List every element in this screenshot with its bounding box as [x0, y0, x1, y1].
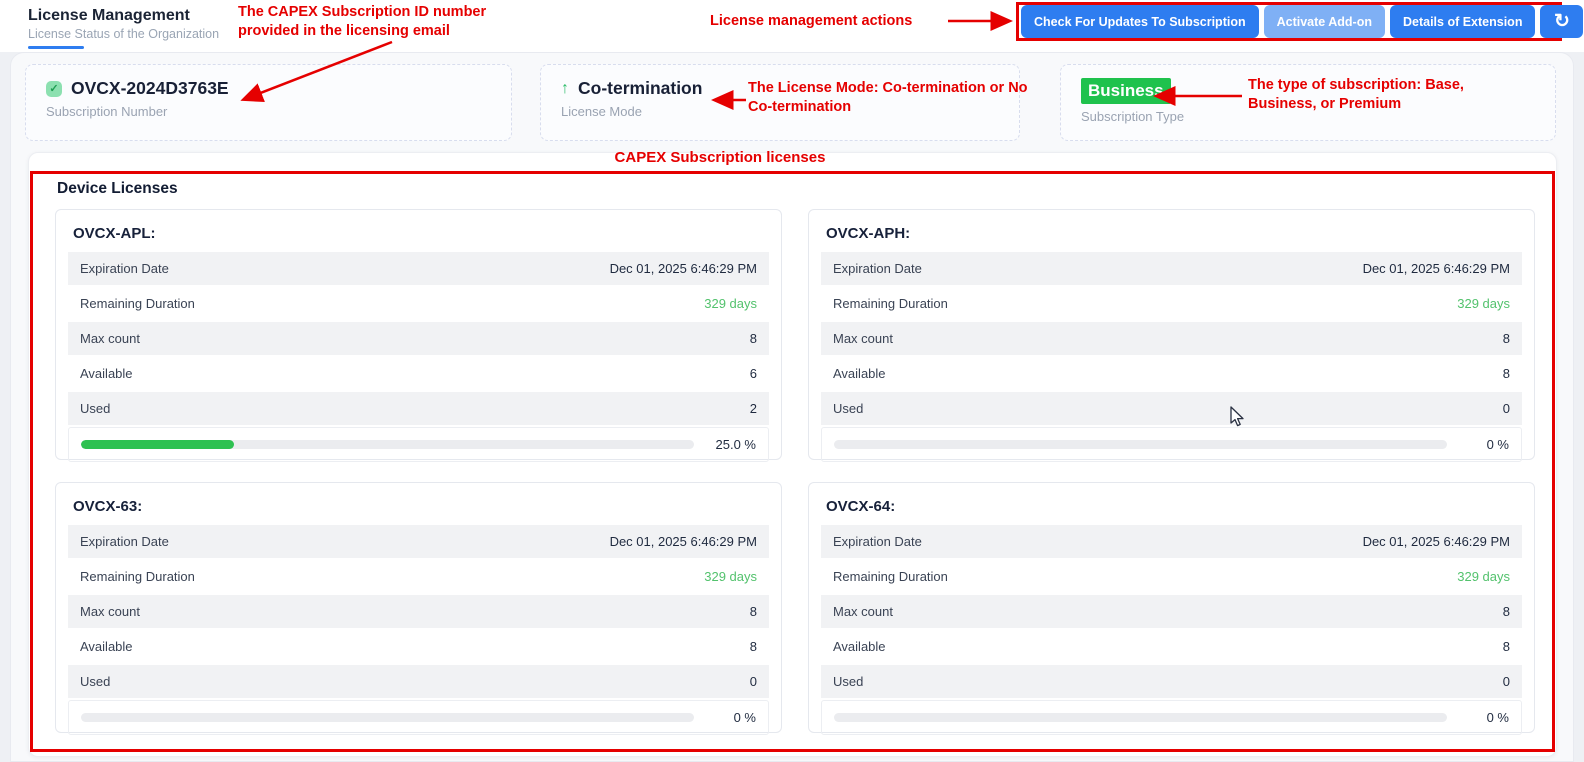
license-check-icon: ✓	[46, 80, 62, 97]
available-row: Available 8	[80, 639, 757, 654]
subscription-number-card: ✓ OVCX-2024D3763E Subscription Number	[25, 64, 512, 141]
expiration-row: Expiration Date Dec 01, 2025 6:46:29 PM	[821, 252, 1522, 285]
max-count-row: Max count 8	[821, 595, 1522, 628]
subscription-number-label: Subscription Number	[46, 104, 168, 119]
annotation-license-mode: The License Mode: Co-termination or No C…	[748, 80, 1028, 115]
remaining-row: Remaining Duration 329 days	[80, 569, 757, 584]
usage-progress-row: 0 %	[68, 700, 769, 735]
remaining-row: Remaining Duration 329 days	[80, 296, 757, 311]
max-count-row: Max count 8	[68, 595, 769, 628]
used-row: Used 2	[68, 392, 769, 425]
expiration-row: Expiration Date Dec 01, 2025 6:46:29 PM	[821, 525, 1522, 558]
usage-percent-label: 0 %	[1486, 437, 1509, 452]
usage-progress-row: 25.0 %	[68, 427, 769, 462]
license-actions-toolbar: Check For Updates To Subscription Activa…	[1021, 5, 1584, 38]
annotation-subscription-type: The type of subscription: Base, Business…	[1248, 77, 1464, 112]
device-licenses-heading: Device Licenses	[57, 180, 178, 197]
usage-progress-bar	[81, 713, 694, 722]
device-license-card-ovcx-aph: OVCX-APH: Expiration Date Dec 01, 2025 6:…	[808, 209, 1535, 462]
expiration-row: Expiration Date Dec 01, 2025 6:46:29 PM	[68, 525, 769, 558]
subscription-type-label: Subscription Type	[1081, 109, 1185, 124]
usage-percent-label: 0 %	[733, 710, 756, 725]
details-extension-button[interactable]: Details of Extension	[1389, 5, 1536, 38]
expiration-row: Expiration Date Dec 01, 2025 6:46:29 PM	[68, 252, 769, 285]
license-mode-value: Co-termination	[578, 78, 703, 98]
page-title: License Management	[28, 7, 190, 24]
remaining-row: Remaining Duration 329 days	[833, 296, 1510, 311]
annotation-capex-licenses: CAPEX Subscription licenses	[614, 149, 826, 166]
device-license-card-ovcx-apl: OVCX-APL: Expiration Date Dec 01, 2025 6:…	[55, 209, 782, 462]
page-subtitle: License Status of the Organization	[28, 27, 220, 41]
license-mode-label: License Mode	[561, 104, 642, 119]
usage-progress-bar	[81, 440, 694, 449]
activate-addon-button[interactable]: Activate Add-on	[1263, 5, 1385, 38]
up-arrow-icon: ↑	[561, 79, 569, 97]
license-mode-card: ↑ Co-termination License Mode	[540, 64, 1020, 141]
max-count-row: Max count 8	[821, 322, 1522, 355]
usage-progress-bar	[834, 713, 1447, 722]
available-row: Available 8	[833, 639, 1510, 654]
usage-progress-row: 0 %	[821, 427, 1522, 462]
max-count-row: Max count 8	[68, 322, 769, 355]
active-tab-indicator	[28, 46, 84, 49]
used-row: Used 0	[821, 392, 1522, 425]
annotation-box-device-licenses	[30, 171, 1555, 752]
used-row: Used 0	[821, 665, 1522, 698]
annotation-subscription-id: The CAPEX Subscription ID number provide…	[238, 4, 487, 39]
subscription-type-card: Business Subscription Type	[1060, 64, 1556, 141]
device-license-name: OVCX-APL:	[73, 225, 156, 242]
usage-progress-row: 0 %	[821, 700, 1522, 735]
device-license-card-ovcx-63: OVCX-63: Expiration Date Dec 01, 2025 6:4…	[55, 482, 782, 735]
usage-progress-fill	[81, 440, 235, 449]
subscription-type-badge: Business	[1081, 78, 1171, 104]
subscription-number-value: OVCX-2024D3763E	[71, 78, 229, 98]
check-updates-button[interactable]: Check For Updates To Subscription	[1021, 5, 1259, 38]
available-row: Available 6	[80, 366, 757, 381]
device-licenses-grid: OVCX-APL: Expiration Date Dec 01, 2025 6:…	[55, 209, 1535, 735]
refresh-button[interactable]: ↻	[1540, 5, 1584, 38]
device-license-name: OVCX-64:	[826, 498, 896, 515]
device-license-name: OVCX-APH:	[826, 225, 911, 242]
used-row: Used 0	[68, 665, 769, 698]
device-license-name: OVCX-63:	[73, 498, 143, 515]
title-block: License Management License Status of the…	[28, 5, 219, 43]
remaining-row: Remaining Duration 329 days	[833, 569, 1510, 584]
available-row: Available 8	[833, 366, 1510, 381]
usage-progress-bar	[834, 440, 1447, 449]
usage-percent-label: 25.0 %	[715, 437, 756, 452]
mouse-cursor	[1230, 406, 1244, 427]
annotation-actions: License management actions	[710, 13, 913, 29]
refresh-icon: ↻	[1554, 11, 1570, 32]
device-license-card-ovcx-64: OVCX-64: Expiration Date Dec 01, 2025 6:4…	[808, 482, 1535, 735]
usage-percent-label: 0 %	[1486, 710, 1509, 725]
